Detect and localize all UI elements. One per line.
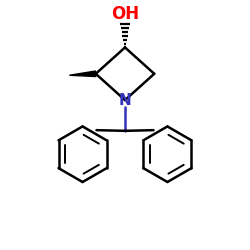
Text: N: N	[119, 92, 132, 108]
Text: OH: OH	[111, 5, 139, 23]
Polygon shape	[70, 71, 96, 76]
